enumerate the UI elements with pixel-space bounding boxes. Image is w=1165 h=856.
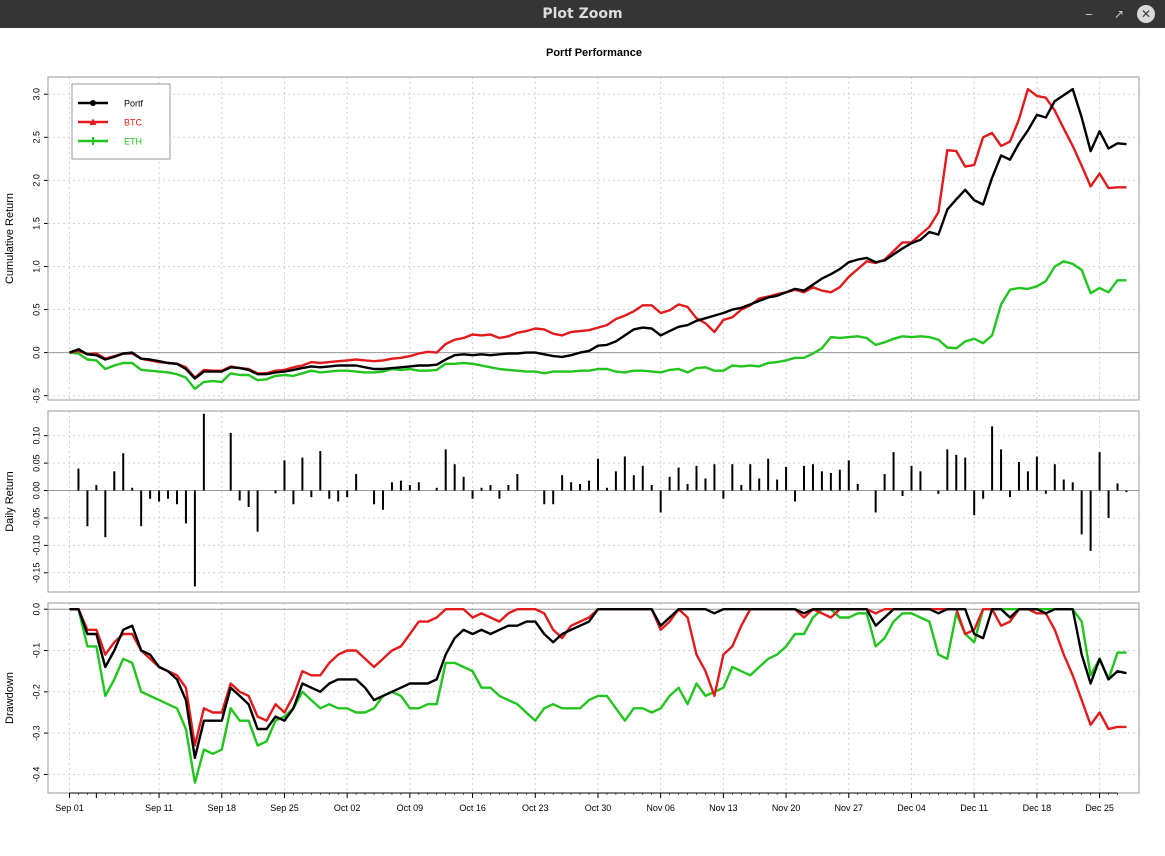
- series-line-portf-drawdown: [69, 608, 1127, 760]
- y-tick-label: -0.1: [31, 643, 41, 659]
- y-tick-label: -0.05: [31, 508, 41, 529]
- panel-frame: [47, 76, 1140, 401]
- y-axis-label: Cumulative Return: [4, 193, 16, 284]
- x-tick-label: Oct 16: [459, 803, 486, 813]
- y-tick-label: -0.15: [31, 563, 41, 584]
- y-tick-label: 0.00: [31, 482, 41, 500]
- x-tick-label: Oct 09: [397, 803, 424, 813]
- y-tick-label: 1.5: [31, 217, 41, 230]
- y-tick-label: 0.5: [31, 303, 41, 316]
- x-tick-label: Oct 02: [334, 803, 361, 813]
- y-tick-label: -0.10: [31, 535, 41, 556]
- maximize-icon[interactable]: ↗: [1113, 7, 1125, 21]
- x-tick-label: Nov 06: [646, 803, 675, 813]
- legend-label-portf: Portf: [124, 99, 144, 109]
- close-icon[interactable]: ✕: [1137, 5, 1155, 23]
- x-tick-label: Sep 11: [145, 803, 173, 813]
- window-title: Plot Zoom: [542, 6, 623, 22]
- x-tick-label: Nov 20: [772, 803, 801, 813]
- y-tick-label: 0.0: [31, 346, 41, 359]
- series-line-eth-drawdown: [69, 608, 1127, 784]
- x-tick-label: Dec 11: [960, 803, 988, 813]
- x-tick-label: Oct 30: [585, 803, 612, 813]
- y-axis-label: Daily Return: [4, 471, 16, 532]
- x-tick-label: Sep 25: [270, 803, 299, 813]
- x-tick-label: Nov 13: [709, 803, 738, 813]
- y-tick-label: 0.05: [31, 454, 41, 472]
- x-tick-label: Dec 25: [1085, 803, 1114, 813]
- x-tick-label: Dec 18: [1023, 803, 1052, 813]
- legend-marker-triangle: [89, 118, 97, 125]
- y-tick-label: -0.3: [31, 725, 41, 741]
- y-tick-label: -0.5: [31, 388, 41, 404]
- y-axis-label: Drawdown: [4, 672, 16, 724]
- series-line-eth-cumulative: [69, 260, 1127, 390]
- y-tick-label: -0.2: [31, 684, 41, 700]
- y-tick-label: 2.5: [31, 131, 41, 144]
- legend-label-eth: ETH: [124, 137, 142, 147]
- chart-title: Portf Performance: [546, 47, 642, 59]
- y-tick-label: 2.0: [31, 174, 41, 187]
- panel-frame: [47, 410, 1140, 593]
- series-line-portf-cumulative: [69, 87, 1127, 380]
- x-tick-label: Sep 01: [55, 803, 84, 813]
- y-tick-label: 0.10: [31, 427, 41, 445]
- y-tick-label: 0.0: [31, 603, 41, 616]
- window-titlebar: Plot Zoom ‒ ↗ ✕: [0, 0, 1165, 28]
- chart-canvas: Portf Performance -0.5 0.0 0.5 1.0 1.5 2.0 2.5 3…: [4, 47, 1140, 813]
- x-tick-label: Nov 27: [835, 803, 864, 813]
- legend-marker-circle: [90, 100, 96, 106]
- minimize-icon[interactable]: ‒: [1085, 7, 1093, 21]
- y-tick-label: -0.4: [31, 767, 41, 783]
- legend-label-btc: BTC: [124, 118, 143, 128]
- x-tick-label: Dec 04: [897, 803, 926, 813]
- x-tick-label: Sep 18: [208, 803, 237, 813]
- x-tick-label: Oct 23: [522, 803, 549, 813]
- y-tick-label: 1.0: [31, 260, 41, 273]
- y-tick-label: 3.0: [31, 88, 41, 101]
